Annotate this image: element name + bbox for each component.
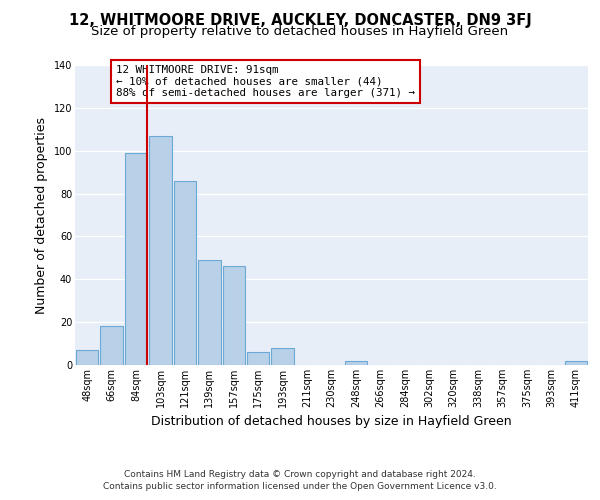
Text: Size of property relative to detached houses in Hayfield Green: Size of property relative to detached ho… [91,25,509,38]
Bar [198,260,221,365]
Bar [76,350,98,365]
Bar [100,326,123,365]
Text: Contains HM Land Registry data © Crown copyright and database right 2024.: Contains HM Land Registry data © Crown c… [124,470,476,479]
Bar [125,153,148,365]
X-axis label: Distribution of detached houses by size in Hayfield Green: Distribution of detached houses by size … [151,416,512,428]
Bar [344,360,367,365]
Bar [223,266,245,365]
Y-axis label: Number of detached properties: Number of detached properties [35,116,48,314]
Bar [271,348,294,365]
Text: 12, WHITMOORE DRIVE, AUCKLEY, DONCASTER, DN9 3FJ: 12, WHITMOORE DRIVE, AUCKLEY, DONCASTER,… [68,12,532,28]
Bar [149,136,172,365]
Bar [173,180,196,365]
Bar [247,352,269,365]
Text: 12 WHITMOORE DRIVE: 91sqm
← 10% of detached houses are smaller (44)
88% of semi-: 12 WHITMOORE DRIVE: 91sqm ← 10% of detac… [116,65,415,98]
Text: Contains public sector information licensed under the Open Government Licence v3: Contains public sector information licen… [103,482,497,491]
Bar [565,360,587,365]
